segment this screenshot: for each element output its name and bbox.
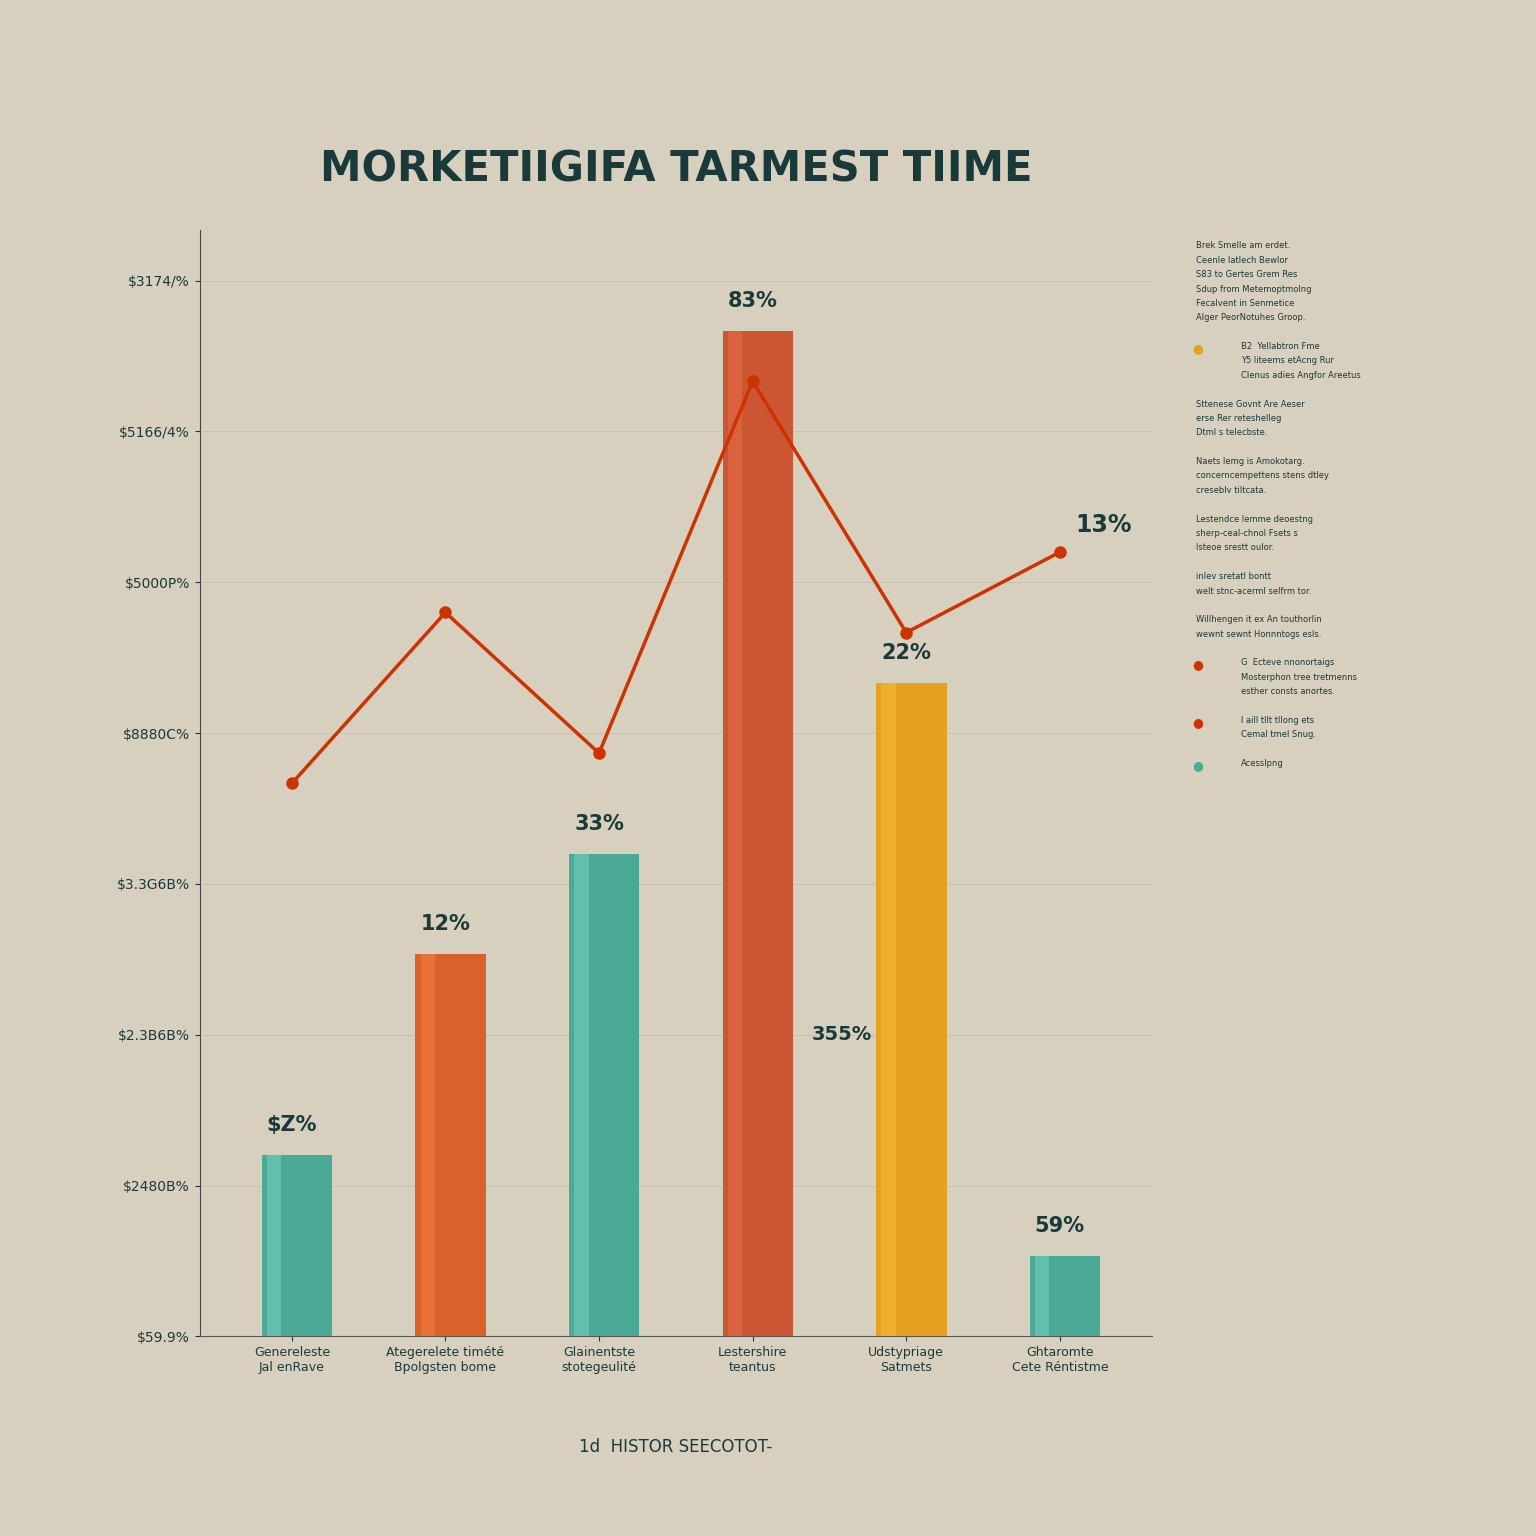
Text: 59%: 59% (1035, 1217, 1084, 1236)
Text: 22%: 22% (882, 642, 931, 662)
Bar (1035, 1256, 1049, 1336)
Text: Clenus adies Angfor Areetus: Clenus adies Angfor Areetus (1241, 370, 1361, 379)
Text: 13%: 13% (1075, 513, 1132, 538)
Bar (882, 684, 895, 1336)
Text: ●: ● (1192, 659, 1203, 671)
Text: sherp-ceal-chnol Fsets s: sherp-ceal-chnol Fsets s (1195, 528, 1298, 538)
Text: Fecalvent in Senmetice: Fecalvent in Senmetice (1195, 300, 1293, 307)
Text: erse Rer reteshelleg: erse Rer reteshelleg (1195, 415, 1281, 422)
Text: Alger PeorNotuhes Groop.: Alger PeorNotuhes Groop. (1195, 313, 1306, 323)
Bar (1031, 1256, 1091, 1336)
Bar (571, 854, 639, 1336)
Bar (876, 684, 937, 1336)
Text: Acesslpng: Acesslpng (1241, 759, 1284, 768)
Text: Sttenese Govnt Are Aeser: Sttenese Govnt Are Aeser (1195, 399, 1304, 409)
Bar (879, 684, 946, 1336)
Text: Willhengen it ex An touthorlin: Willhengen it ex An touthorlin (1195, 616, 1321, 624)
Bar (415, 954, 476, 1336)
Text: 12%: 12% (421, 914, 470, 934)
Bar (574, 854, 588, 1336)
Text: Y5 liteems etAcng Rur: Y5 liteems etAcng Rur (1241, 356, 1333, 366)
Bar (267, 1155, 281, 1336)
Bar (1032, 1256, 1100, 1336)
Text: Mosterphon tree tretmenns: Mosterphon tree tretmenns (1241, 673, 1356, 682)
Bar (723, 330, 783, 1336)
Text: Ceenle latlech Bewlor: Ceenle latlech Bewlor (1195, 257, 1287, 264)
Text: wewnt sewnt Honnntogs esls.: wewnt sewnt Honnntogs esls. (1195, 630, 1321, 639)
Text: S83 to Gertes Grem Res: S83 to Gertes Grem Res (1195, 270, 1296, 280)
Bar (725, 330, 793, 1336)
Bar (421, 954, 435, 1336)
Text: inlev sretatl bontt: inlev sretatl bontt (1195, 571, 1270, 581)
Text: Sdup from Metemoptmolng: Sdup from Metemoptmolng (1195, 284, 1312, 293)
Text: ●: ● (1192, 759, 1203, 773)
Text: concerncempettens stens dtley: concerncempettens stens dtley (1195, 472, 1329, 481)
Text: 1d  HISTOR SEECOTOT-: 1d HISTOR SEECOTOT- (579, 1438, 773, 1456)
Text: welt stnc-acerml selfrm tor.: welt stnc-acerml selfrm tor. (1195, 587, 1312, 596)
Bar (418, 954, 485, 1336)
Text: Lestendce lemme deoestng: Lestendce lemme deoestng (1195, 515, 1313, 524)
Bar (261, 1155, 323, 1336)
Text: l aill tllt tllong ets: l aill tllt tllong ets (1241, 716, 1313, 725)
Text: creseblv tiltcata.: creseblv tiltcata. (1195, 485, 1266, 495)
Title: MORKETIIGIFA TARMEST TIIME: MORKETIIGIFA TARMEST TIIME (319, 149, 1032, 190)
Text: lsteoe srestt oulor.: lsteoe srestt oulor. (1195, 544, 1273, 553)
Text: esther consts anortes.: esther consts anortes. (1241, 687, 1335, 696)
Bar (728, 330, 742, 1336)
Text: 33%: 33% (574, 814, 624, 834)
Text: $Z%: $Z% (267, 1115, 316, 1135)
Text: Dtml s telecbste.: Dtml s telecbste. (1195, 429, 1267, 438)
Bar (264, 1155, 332, 1336)
Text: Brek Smelle am erdet.: Brek Smelle am erdet. (1195, 241, 1290, 250)
Bar (570, 854, 630, 1336)
Text: ●: ● (1192, 343, 1203, 355)
Text: 83%: 83% (728, 290, 777, 310)
Text: ●: ● (1192, 716, 1203, 730)
Text: B2  Yellabtron Fme: B2 Yellabtron Fme (1241, 343, 1319, 352)
Text: Naets lemg is Amokotarg.: Naets lemg is Amokotarg. (1195, 458, 1304, 465)
Text: G  Ecteve nnonortaigs: G Ecteve nnonortaigs (1241, 659, 1335, 667)
Text: Cemal tmel Snug.: Cemal tmel Snug. (1241, 730, 1316, 739)
Text: 355%: 355% (811, 1025, 872, 1044)
